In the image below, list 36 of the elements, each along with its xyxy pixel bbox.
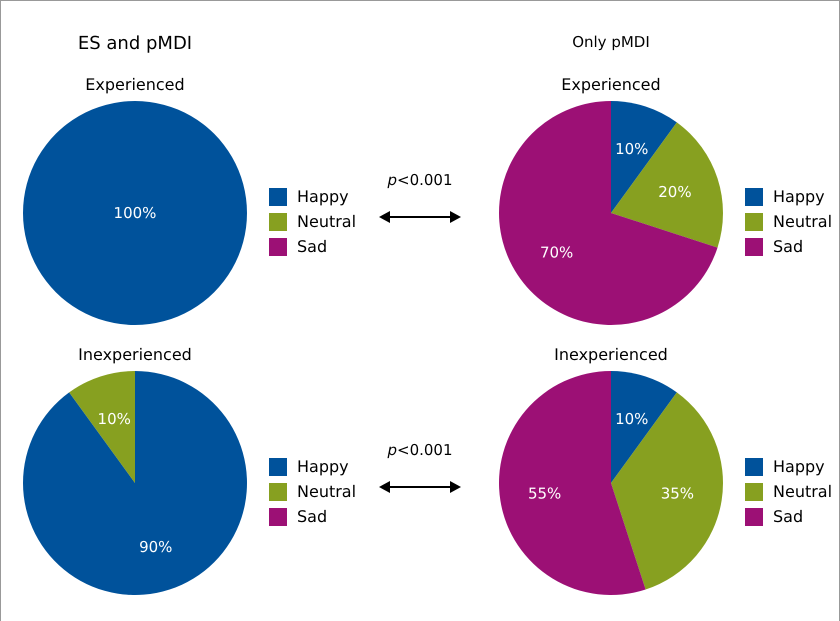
chart-subtitle: Inexperienced xyxy=(77,345,193,364)
pie-slice xyxy=(23,371,247,595)
legend-label: Happy xyxy=(297,187,349,206)
data-label: 90% xyxy=(139,538,172,556)
chart-subtitle: Inexperienced xyxy=(553,345,669,364)
legend-label: Neutral xyxy=(773,482,832,501)
legend-label: Happy xyxy=(297,457,349,476)
pie-slice xyxy=(69,371,135,483)
chart-subtitle: Experienced xyxy=(84,75,186,94)
chart-subtitle: Experienced xyxy=(560,75,662,94)
legend-label: Sad xyxy=(773,507,804,526)
data-label: 100% xyxy=(114,204,156,222)
data-label: 55% xyxy=(528,484,562,503)
data-label: 20% xyxy=(658,183,692,202)
data-label: 10% xyxy=(98,410,131,428)
data-label: 10% xyxy=(615,140,648,158)
data-label: 35% xyxy=(660,484,694,503)
pie-slice xyxy=(499,101,718,325)
legend-label: Sad xyxy=(773,237,804,256)
chart-title: Only pMDI xyxy=(571,33,651,51)
text: p<0.001 xyxy=(386,171,454,189)
chart-title: ES and pMDI xyxy=(76,33,194,54)
data-label: 70% xyxy=(540,244,574,262)
legend-label: Sad xyxy=(297,237,328,256)
pie-slice xyxy=(499,371,646,595)
legend-label: Neutral xyxy=(297,212,356,231)
legend-label: Happy xyxy=(773,187,825,206)
pie-slice xyxy=(611,371,677,483)
legend-label: Neutral xyxy=(773,212,832,231)
pie-slice xyxy=(611,122,723,248)
legend-label: Neutral xyxy=(297,482,356,501)
pie-slice xyxy=(611,392,723,590)
legend-label: Sad xyxy=(297,507,328,526)
text: p<0.001 xyxy=(386,441,454,459)
data-label: 10% xyxy=(615,410,648,428)
legend-label: Happy xyxy=(773,457,825,476)
